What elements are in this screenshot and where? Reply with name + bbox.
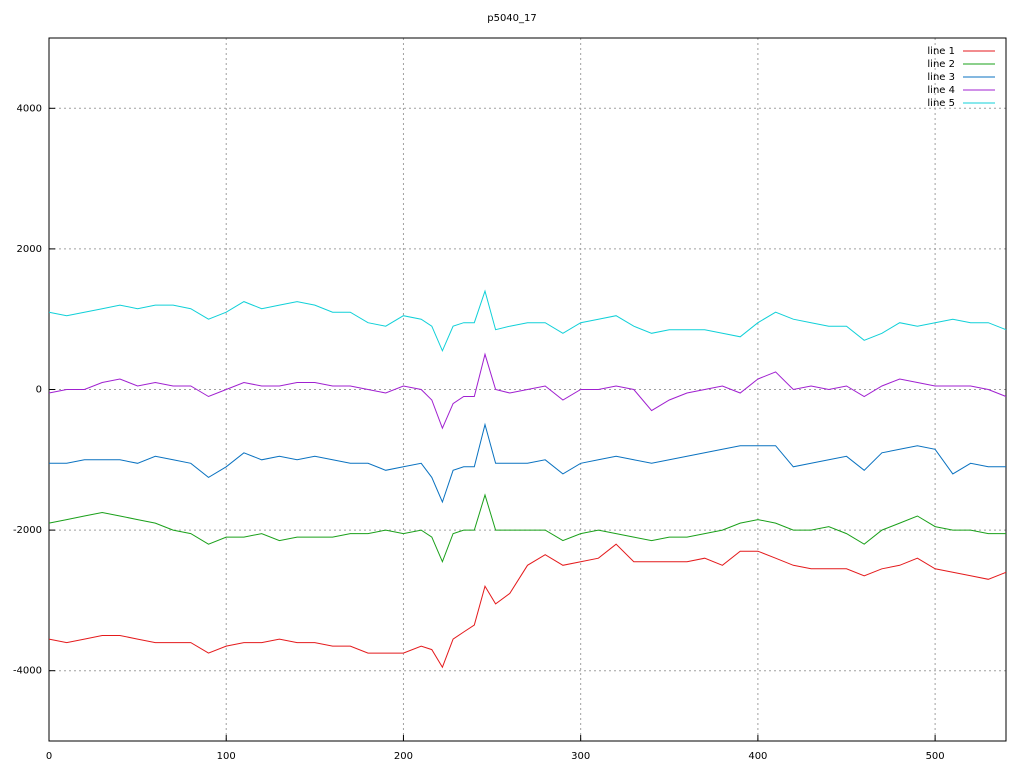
y-tick-label: 2000 (17, 244, 42, 255)
x-tick-label: 200 (394, 751, 413, 762)
y-tick-label: -2000 (13, 525, 42, 536)
legend-label: line 4 (927, 85, 955, 96)
y-tick-label: -4000 (13, 666, 42, 677)
legend-label: line 3 (927, 72, 955, 83)
x-tick-label: 400 (748, 751, 767, 762)
legend-label: line 1 (927, 46, 955, 57)
series-line (49, 422, 1006, 504)
plot-border (48, 37, 1007, 742)
legend-label: line 5 (927, 98, 955, 109)
x-tick-label: 500 (926, 751, 945, 762)
series-line (48, 493, 1006, 564)
legend-label: line 2 (927, 59, 955, 70)
x-tick-label: 300 (571, 751, 590, 762)
x-tick-label: 0 (46, 751, 52, 762)
x-tick-label: 100 (217, 751, 236, 762)
chart-title: p5040_17 (487, 13, 537, 24)
series-line (48, 352, 1007, 430)
y-tick-label: 4000 (17, 103, 42, 114)
y-tick-label: 0 (36, 385, 42, 396)
series-line (48, 289, 1007, 353)
series-line (48, 543, 1007, 669)
